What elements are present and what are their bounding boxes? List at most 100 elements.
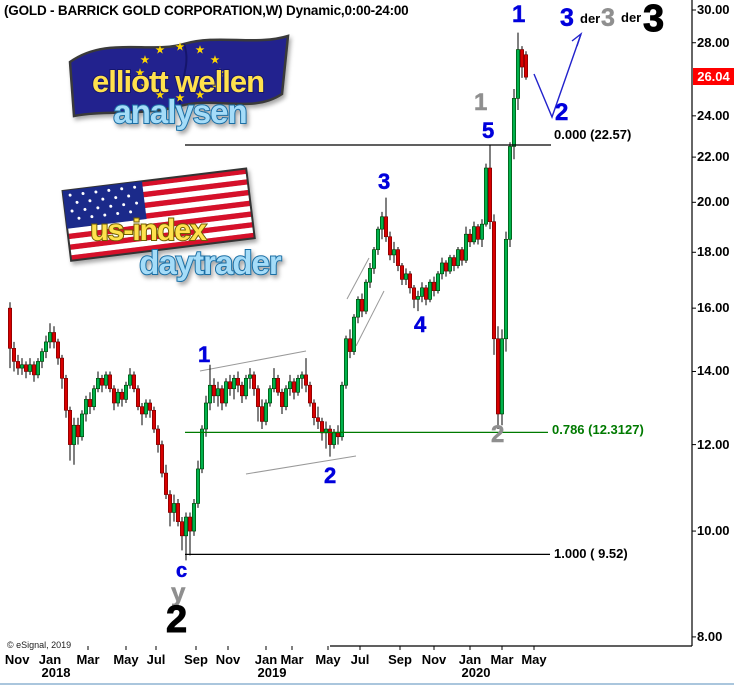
candle [399,265,404,280]
candle [140,406,145,415]
candle [435,273,440,291]
trendline [355,290,385,347]
candle [180,521,185,537]
candle [192,503,197,532]
candle [447,257,452,272]
candle [43,341,48,352]
candle [459,249,464,261]
candle [196,468,201,504]
candle [31,364,36,376]
candle [200,428,205,470]
candle [208,384,213,404]
candle [156,428,161,445]
candle [383,216,388,238]
svg-text:★: ★ [136,68,145,79]
candle [164,472,169,495]
candle [176,503,181,522]
logo-text-analysen: analysen [113,93,246,130]
candle [23,364,28,372]
candle [391,249,396,256]
candle [291,381,296,393]
candle [499,338,504,415]
candle [255,388,260,407]
candle [263,402,268,422]
logo-text-elliott-wellen: elliott wellen [92,64,264,99]
candle [427,281,432,300]
candle [355,299,360,318]
candle [55,341,60,359]
candle [236,378,241,386]
candle [15,361,20,369]
us-index-daytrader-logo: us-index daytrader [60,167,310,289]
candle [415,296,420,300]
candle [35,361,40,376]
svg-text:★: ★ [176,42,185,53]
candle [100,378,105,386]
candle [188,516,193,532]
candle [523,54,528,78]
svg-text:★: ★ [211,55,220,66]
candle [136,388,141,407]
svg-text:★: ★ [141,81,150,92]
candle [232,378,237,390]
candle [395,249,400,266]
candle [204,402,209,430]
candle [331,432,336,445]
candle [367,268,372,283]
candle [407,273,412,289]
candle [371,249,376,269]
us-flag-icon [61,167,256,262]
candle [387,236,392,256]
candle [144,402,149,415]
candle [379,216,384,230]
candle [495,338,500,415]
candle [172,503,177,513]
candle [519,49,524,68]
candle [507,146,512,240]
candle [220,388,225,404]
candle [124,384,129,400]
candle [244,378,249,397]
candle [307,384,312,404]
candle [403,273,408,280]
svg-text:★: ★ [156,45,165,56]
candle [335,432,340,438]
candle [12,348,17,362]
candle [160,444,165,474]
candle [216,388,221,397]
candle [283,388,288,407]
candle [343,338,348,386]
logo-text-us-index: us-index [90,214,207,247]
trendline [346,257,370,300]
candle [455,249,460,266]
candle [19,364,24,369]
candle [108,374,113,390]
candle [363,281,368,312]
candle [271,378,276,390]
candle [471,226,476,243]
candle [132,374,137,390]
eu-flag-icon: ★ ★ ★ ★ ★ ★ ★ ★ ★ ★ ★ ★ [68,34,290,118]
candle [88,399,93,407]
candle [443,262,448,272]
candle [51,332,56,343]
candle [104,374,109,386]
window-bottom-strip [0,683,734,685]
candle [327,428,332,445]
candle [248,374,253,379]
candle [212,384,217,397]
candle [8,307,13,349]
candle [419,287,424,297]
candle [267,388,272,404]
candle [359,299,364,312]
svg-text:★: ★ [156,90,165,101]
candle [168,494,173,513]
candle [411,287,416,300]
candle [511,98,516,147]
svg-text:★: ★ [196,90,205,101]
svg-text:★: ★ [196,45,205,56]
candle [59,357,64,379]
svg-text:★: ★ [216,68,225,79]
